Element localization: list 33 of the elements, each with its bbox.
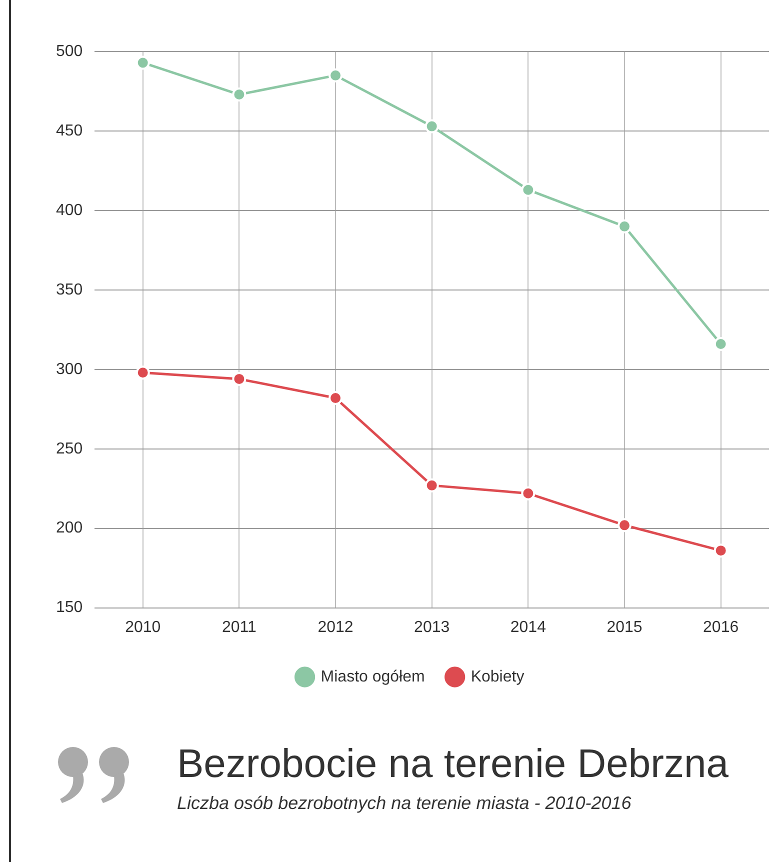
y-tick-label: 400 [56,202,83,219]
point [232,372,246,386]
legend-label: Kobiety [470,668,524,686]
point [714,337,728,352]
x-tick-label: 2011 [222,618,256,636]
point [714,544,728,558]
y-tick-label: 450 [56,122,83,140]
text: Liczba osób bezrobotnych na terenie miasta - 2010-2016 [177,793,632,814]
point [136,366,150,380]
text: Bezrobocie na terenie Debrzna [177,742,728,787]
x-tick-label: 2014 [510,618,546,636]
y-tick-label: 300 [56,360,83,378]
y-tick-label: 500 [56,43,83,60]
x-tick-label: 2012 [318,618,354,636]
point [521,182,536,197]
point [328,391,343,406]
point [521,486,536,500]
legend-label: Miasto ogółem [320,668,425,686]
x-tick-label: 2016 [703,618,739,636]
x-tick-label: 2015 [606,618,642,636]
point [232,88,246,102]
y-tick-label: 250 [56,440,83,458]
y-tick-label: 350 [56,281,83,298]
point [618,219,632,234]
point [618,518,632,532]
point [328,68,343,82]
point [424,119,439,134]
point [424,478,439,492]
x-tick-label: 2013 [414,618,450,636]
y-tick-label: 200 [56,520,83,537]
point [136,56,150,70]
y-tick-label: 150 [56,599,83,616]
x-tick-label: 2010 [125,618,161,636]
